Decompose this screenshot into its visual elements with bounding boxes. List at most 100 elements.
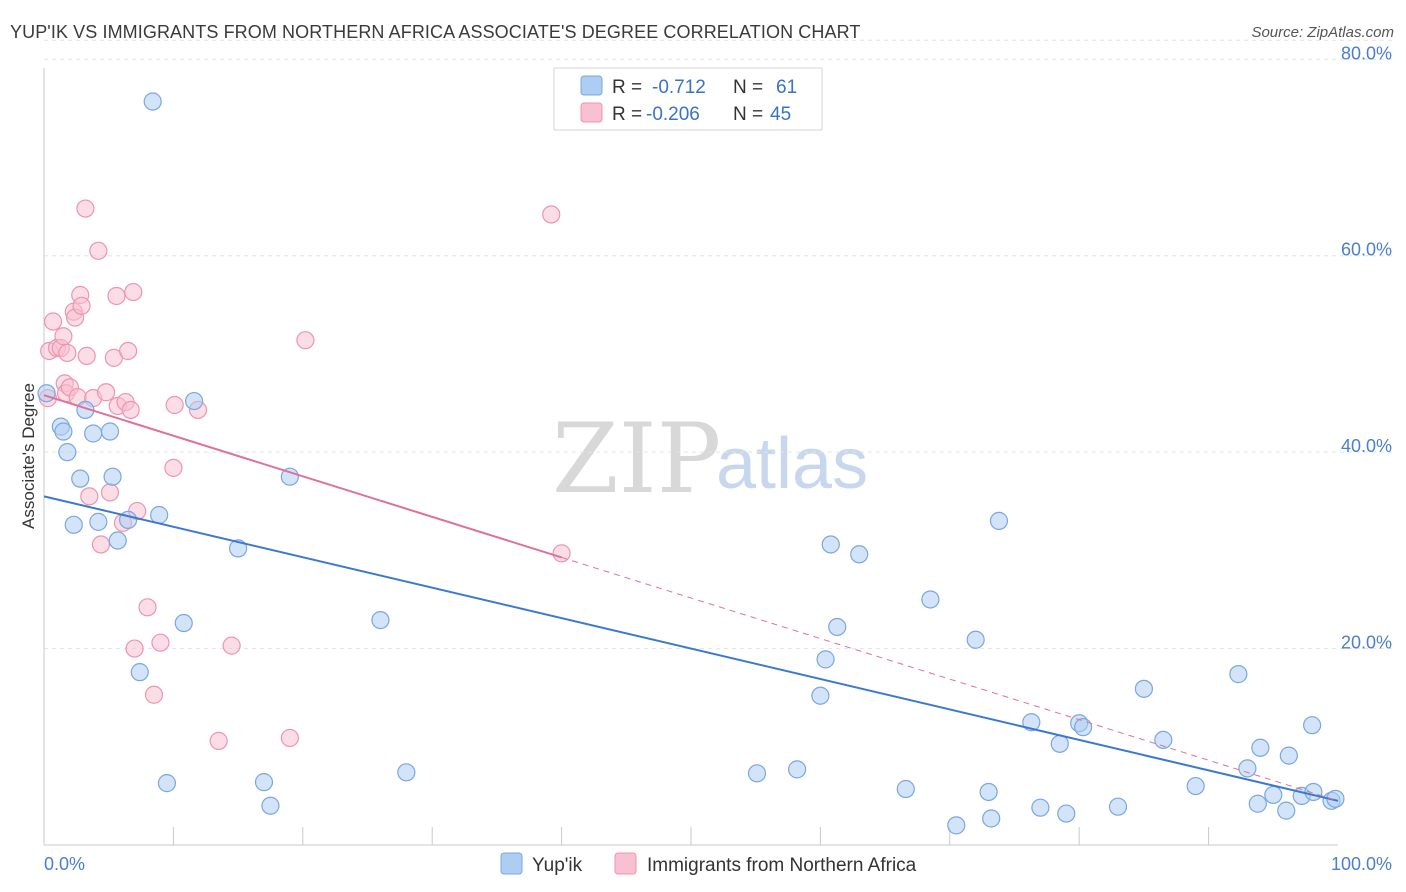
yupik-point-54 bbox=[1277, 801, 1296, 820]
yupik-point-2 bbox=[54, 422, 73, 441]
legend-r-value-northern-africa: -0.206 bbox=[646, 104, 700, 125]
yupik-point-14 bbox=[143, 92, 162, 111]
northern-africa-point-40 bbox=[222, 636, 241, 655]
northern-africa-point-21 bbox=[97, 383, 116, 402]
yupik-point-17 bbox=[174, 613, 193, 633]
yupik-point-24 bbox=[397, 763, 416, 782]
yupik-point-30 bbox=[828, 617, 847, 637]
x-tick-label-min: 0.0% bbox=[44, 854, 85, 874]
trend-line-northern-africa-dashed bbox=[561, 556, 1339, 802]
y-axis-label: Associate's Degree bbox=[19, 383, 38, 529]
northern-africa-point-8 bbox=[58, 343, 77, 363]
yupik-point-35 bbox=[966, 630, 985, 649]
yupik-point-4 bbox=[64, 515, 83, 534]
yupik-point-11 bbox=[108, 531, 127, 550]
yupik-point-36 bbox=[979, 782, 998, 802]
yupik-point-57 bbox=[1303, 716, 1322, 735]
yupik-point-8 bbox=[89, 512, 108, 531]
northern-africa-point-5 bbox=[54, 327, 73, 346]
bottom-legend-label-yupik: Yup'ik bbox=[532, 855, 583, 876]
source-label: Source: ZipAtlas.com bbox=[1251, 24, 1394, 41]
yupik-point-18 bbox=[185, 391, 204, 411]
yupik-point-42 bbox=[1057, 804, 1076, 823]
y-tick-label-1: 40.0% bbox=[1341, 436, 1392, 456]
y-tick-label-0: 20.0% bbox=[1341, 633, 1392, 653]
yupik-point-9 bbox=[100, 422, 120, 441]
northern-africa-point-37 bbox=[165, 395, 184, 415]
northern-africa-point-16 bbox=[77, 346, 96, 365]
yupik-point-33 bbox=[921, 590, 940, 609]
yupik-point-40 bbox=[1031, 798, 1050, 817]
northern-africa-point-30 bbox=[124, 282, 143, 302]
x-tick-label-max: 100.0% bbox=[1331, 854, 1392, 874]
yupik-point-26 bbox=[788, 760, 807, 779]
yupik-point-32 bbox=[896, 779, 915, 799]
yupik-point-46 bbox=[1134, 679, 1154, 698]
trend-line-northern-africa-solid bbox=[43, 394, 562, 559]
x-axis-ticks bbox=[172, 827, 1210, 845]
northern-africa-point-39 bbox=[209, 731, 228, 750]
y-tick-label-2: 60.0% bbox=[1341, 240, 1392, 260]
watermark-atlas: atlas bbox=[716, 424, 868, 504]
correlation-legend: R = -0.712 N = 61 R = -0.206 N = 45 bbox=[553, 67, 823, 131]
yupik-point-37 bbox=[982, 809, 1001, 828]
yupik-point-3 bbox=[58, 443, 77, 462]
yupik-point-13 bbox=[130, 663, 149, 682]
legend-n-label-yupik: N = bbox=[733, 77, 763, 98]
yupik-point-21 bbox=[261, 796, 280, 815]
yupik-point-51 bbox=[1248, 794, 1267, 813]
yupik-point-16 bbox=[157, 774, 177, 793]
northern-africa-point-22 bbox=[100, 483, 120, 502]
northern-africa-point-28 bbox=[119, 341, 138, 361]
yupik-point-10 bbox=[103, 467, 122, 486]
northern-africa-point-33 bbox=[138, 598, 157, 617]
yupik-point-53 bbox=[1264, 785, 1283, 805]
yupik-point-25 bbox=[747, 764, 767, 783]
yupik-point-38 bbox=[989, 511, 1009, 530]
watermark: ZIP atlas bbox=[552, 403, 868, 515]
northern-africa-point-43 bbox=[542, 205, 561, 224]
northern-africa-point-42 bbox=[296, 331, 315, 350]
yupik-point-55 bbox=[1279, 746, 1298, 765]
chart-title: YUP'IK VS IMMIGRANTS FROM NORTHERN AFRIC… bbox=[10, 22, 861, 42]
northern-africa-point-36 bbox=[164, 458, 183, 477]
yupik-point-47 bbox=[1154, 730, 1173, 750]
legend-n-label-northern-africa: N = bbox=[733, 104, 763, 125]
yupik-point-19 bbox=[229, 539, 248, 558]
yupik-point-28 bbox=[816, 650, 835, 669]
yupik-point-22 bbox=[280, 467, 299, 486]
northern-africa-point-35 bbox=[151, 633, 170, 652]
legend-n-value-yupik: 61 bbox=[776, 77, 797, 98]
bottom-legend-swatch-yupik bbox=[500, 852, 523, 875]
legend-swatch-northern-africa bbox=[580, 102, 603, 123]
northern-africa-point-14 bbox=[72, 296, 91, 315]
legend-n-value-northern-africa: 45 bbox=[770, 104, 791, 125]
y-axis-tick-labels: 20.0% 40.0% 60.0% 80.0% bbox=[1341, 43, 1392, 652]
legend-r-label-yupik: R = bbox=[612, 77, 642, 98]
legend-r-label-northern-africa: R = bbox=[612, 104, 642, 125]
yupik-point-20 bbox=[254, 773, 274, 792]
northern-africa-point-34 bbox=[144, 685, 164, 704]
yupik-point-39 bbox=[1022, 713, 1041, 732]
gridlines bbox=[44, 39, 1392, 650]
yupik-point-58 bbox=[1304, 782, 1323, 802]
yupik-point-44 bbox=[1073, 718, 1093, 737]
trend-lines bbox=[43, 394, 1339, 802]
northern-africa-point-29 bbox=[121, 400, 140, 420]
northern-africa-point-31 bbox=[125, 639, 144, 658]
yupik-point-7 bbox=[84, 424, 103, 443]
yupik-point-41 bbox=[1050, 734, 1069, 753]
yupik-point-49 bbox=[1229, 665, 1248, 684]
northern-africa-point-44 bbox=[552, 544, 571, 563]
y-tick-label-3: 80.0% bbox=[1341, 43, 1392, 63]
legend-swatch-yupik bbox=[580, 75, 603, 96]
yupik-point-15 bbox=[150, 505, 169, 525]
northern-africa-point-15 bbox=[76, 199, 95, 218]
northern-africa-point-24 bbox=[107, 286, 126, 306]
yupik-point-45 bbox=[1108, 797, 1128, 816]
yupik-point-52 bbox=[1251, 738, 1270, 757]
yupik-point-29 bbox=[821, 535, 840, 554]
northern-africa-point-41 bbox=[280, 728, 299, 748]
bottom-legend-swatch-northern-africa bbox=[614, 852, 637, 875]
